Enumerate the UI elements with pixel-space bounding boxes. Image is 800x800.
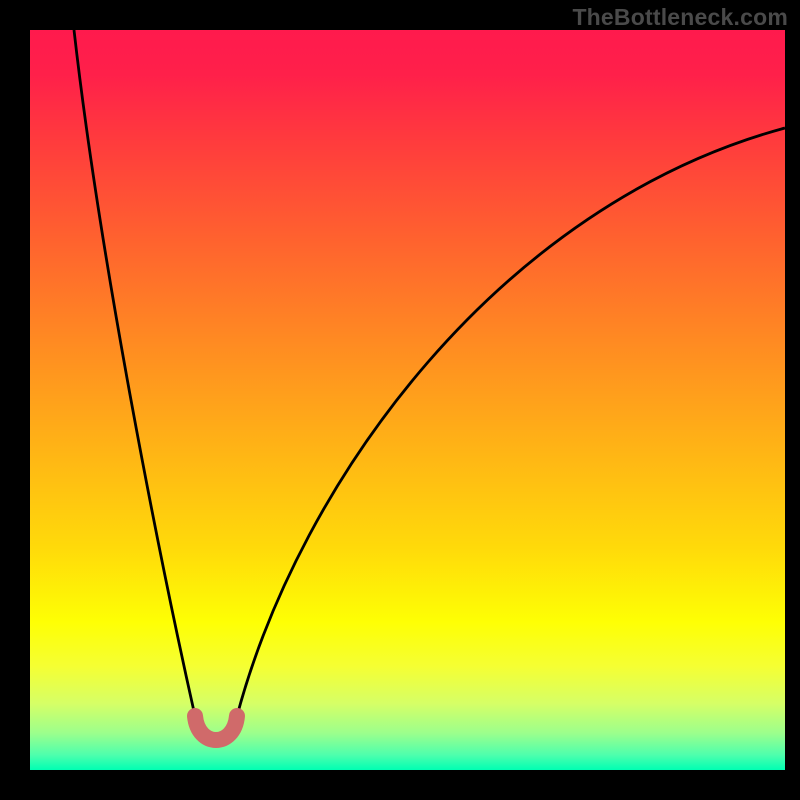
chart-container: TheBottleneck.com [0, 0, 800, 800]
plot-gradient-background [0, 0, 800, 800]
watermark-text: TheBottleneck.com [572, 4, 788, 31]
gradient-rect [30, 30, 785, 770]
